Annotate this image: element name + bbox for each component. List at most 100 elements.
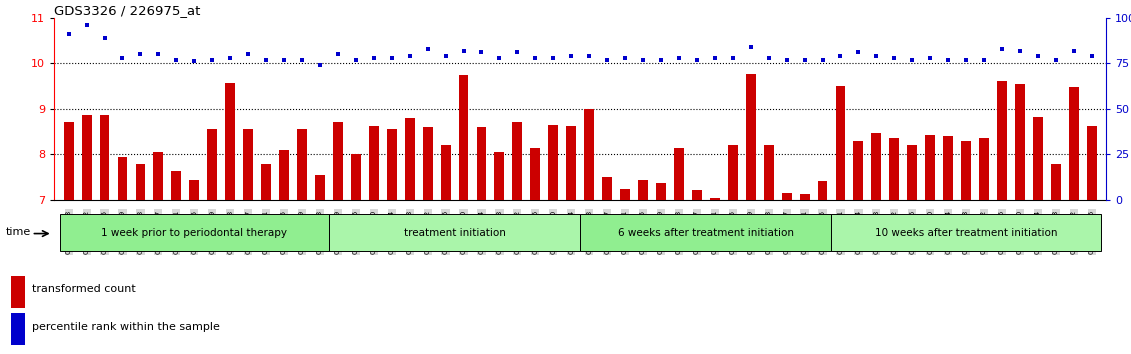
Bar [854, 141, 863, 200]
Bar [60, 215, 329, 251]
Bar [458, 75, 468, 200]
Bar [692, 190, 702, 200]
Point [131, 51, 149, 57]
Point [598, 57, 616, 62]
Point [957, 57, 975, 62]
Point [1029, 53, 1047, 59]
Bar [351, 154, 361, 200]
Bar [369, 126, 379, 200]
Bar [889, 138, 899, 200]
Point [886, 55, 904, 61]
Bar [387, 129, 397, 200]
Bar [154, 152, 163, 200]
Text: 10 weeks after treatment initiation: 10 weeks after treatment initiation [875, 228, 1057, 238]
Bar [243, 129, 253, 200]
Bar [207, 129, 217, 200]
Point [113, 55, 131, 61]
Bar [100, 115, 110, 200]
Point [491, 55, 509, 61]
Text: treatment initiation: treatment initiation [404, 228, 506, 238]
Point [204, 57, 222, 62]
Bar [585, 109, 594, 200]
Point [149, 51, 167, 57]
Bar [943, 136, 953, 200]
Point [670, 55, 688, 61]
Point [742, 44, 760, 50]
Bar [567, 126, 576, 200]
Bar [81, 115, 92, 200]
Point [867, 53, 886, 59]
Bar [297, 129, 307, 200]
Point [904, 57, 922, 62]
Point [1082, 53, 1100, 59]
Bar [494, 152, 504, 200]
Bar [261, 164, 271, 200]
Point [706, 55, 724, 61]
Point [311, 62, 329, 68]
Bar [1069, 87, 1079, 200]
Point [185, 59, 204, 64]
Bar [800, 194, 810, 200]
Bar [530, 148, 541, 200]
Bar [189, 181, 199, 200]
Bar [638, 179, 648, 200]
Point [580, 53, 598, 59]
Bar [745, 74, 756, 200]
Point [616, 55, 634, 61]
Point [437, 53, 455, 59]
Point [849, 50, 867, 55]
Bar [136, 164, 146, 200]
Text: 6 weeks after treatment initiation: 6 weeks after treatment initiation [618, 228, 794, 238]
Bar [549, 125, 559, 200]
Point [473, 50, 491, 55]
Bar [979, 138, 988, 200]
Point [526, 55, 544, 61]
Bar [907, 145, 917, 200]
Point [688, 57, 706, 62]
Bar [1051, 164, 1061, 200]
Bar [602, 177, 612, 200]
Point [634, 57, 653, 62]
Text: transformed count: transformed count [32, 284, 136, 293]
Point [167, 57, 185, 62]
Point [1064, 48, 1082, 53]
Bar [333, 122, 343, 200]
Point [831, 53, 849, 59]
Bar [871, 132, 881, 200]
Bar [441, 145, 450, 200]
Bar [172, 171, 181, 200]
Point [562, 53, 580, 59]
Bar [961, 141, 972, 200]
Bar [63, 122, 74, 200]
Point [78, 22, 96, 28]
Point [239, 51, 257, 57]
Bar [728, 145, 737, 200]
Point [975, 57, 993, 62]
Bar [763, 145, 774, 200]
Point [760, 55, 778, 61]
Bar [620, 189, 630, 200]
Point [508, 50, 526, 55]
Bar [710, 198, 719, 200]
Bar [580, 215, 831, 251]
Point [1011, 48, 1029, 53]
Bar [423, 127, 432, 200]
Point [400, 53, 418, 59]
Point [993, 46, 1011, 52]
Point [921, 55, 939, 61]
Point [418, 46, 437, 52]
Bar [225, 83, 235, 200]
Point [724, 55, 742, 61]
Point [813, 57, 831, 62]
Text: time: time [6, 227, 31, 237]
Bar [925, 135, 935, 200]
Point [275, 57, 293, 62]
Point [293, 57, 311, 62]
Point [60, 31, 78, 37]
Point [222, 55, 240, 61]
Point [544, 55, 562, 61]
Bar [836, 86, 845, 200]
Bar [818, 181, 828, 200]
Point [382, 55, 400, 61]
Point [1047, 57, 1065, 62]
